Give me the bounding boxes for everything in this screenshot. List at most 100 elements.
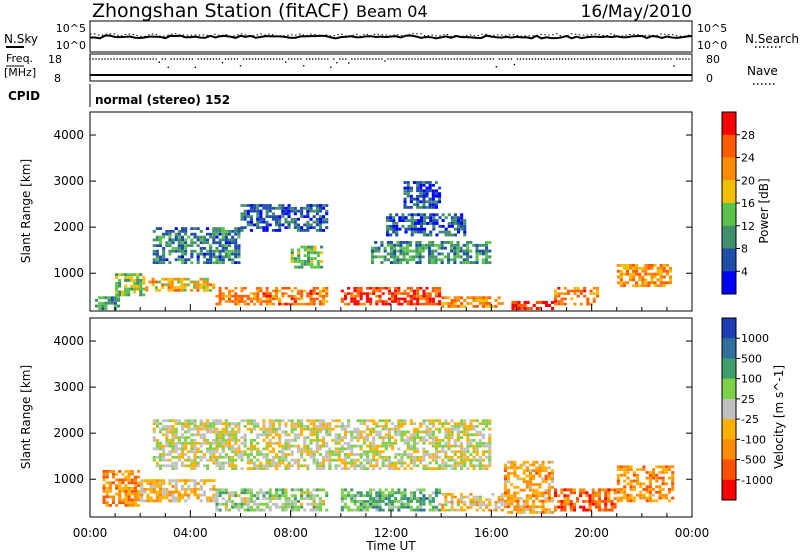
power-cell-6 <box>538 300 542 304</box>
power-cell-2 <box>158 280 162 284</box>
vel-cell-7 <box>671 496 675 500</box>
colorbar-tick-label: 20 <box>741 174 755 187</box>
vel-cell-8 <box>209 447 213 451</box>
power-cell-4 <box>344 294 348 298</box>
vel-cell-3 <box>384 494 388 498</box>
power-cell-5 <box>478 302 482 305</box>
vel-cell-0 <box>111 470 115 473</box>
vel-cell-8 <box>475 425 479 428</box>
vel-cell-8 <box>431 433 435 437</box>
vel-cell-4 <box>500 493 504 496</box>
vel-cell-8 <box>212 422 216 425</box>
power-cell-14 <box>306 226 310 229</box>
power-cell-10 <box>234 247 238 250</box>
power-cell-4 <box>359 294 363 298</box>
vel-cell-8 <box>290 422 294 425</box>
vel-cell-7 <box>632 499 636 503</box>
power-cell-3 <box>309 300 313 303</box>
power-cell-14 <box>256 206 260 210</box>
vel-cell-7 <box>648 485 652 489</box>
nave-dot <box>176 58 179 60</box>
vel-cell-8 <box>287 467 291 470</box>
power-cell-11 <box>431 261 435 264</box>
vel-cell-3 <box>387 508 391 512</box>
power-cell-2 <box>205 277 209 281</box>
power-cell-14 <box>315 220 319 224</box>
vel-cell-8 <box>434 453 438 456</box>
vel-cell-8 <box>152 422 156 425</box>
vel-cell-1 <box>149 479 153 483</box>
power-cell-3 <box>237 302 241 306</box>
power-cell-3 <box>237 297 241 301</box>
vel-cell-5 <box>525 502 529 506</box>
vel-cell-0 <box>115 492 119 496</box>
power-cell-13 <box>425 192 429 195</box>
vel-cell-8 <box>425 425 429 428</box>
power-cell-11 <box>431 252 435 256</box>
vel-cell-8 <box>318 419 322 423</box>
vel-cell-1 <box>168 490 172 494</box>
vel-cell-8 <box>372 441 376 445</box>
vel-cell-7 <box>620 496 624 500</box>
power-cell-10 <box>152 244 156 247</box>
power-cell-12 <box>410 222 414 225</box>
power-cell-10 <box>209 249 213 253</box>
vel-cell-8 <box>350 433 354 437</box>
power-cell-13 <box>416 194 420 198</box>
vel-cell-2 <box>271 494 275 498</box>
power-cell-3 <box>312 287 316 290</box>
vel-cell-8 <box>199 458 203 462</box>
vel-cell-2 <box>293 508 297 512</box>
power-cell-3 <box>322 297 326 301</box>
vel-cell-2 <box>312 494 316 498</box>
vel-cell-4 <box>475 508 479 512</box>
vel-cell-0 <box>102 475 106 479</box>
colorbar-tick-label: -25 <box>741 413 759 426</box>
power-cell-4 <box>400 297 404 301</box>
power-cell-0 <box>104 301 108 305</box>
vel-cell-8 <box>249 422 253 425</box>
power-cell-3 <box>296 292 300 295</box>
vel-cell-8 <box>340 450 344 454</box>
vel-cell-7 <box>620 499 624 503</box>
power-cell-9 <box>300 245 304 249</box>
power-cell-11 <box>472 261 476 264</box>
vel-cell-8 <box>353 430 357 434</box>
vel-cell-8 <box>466 427 470 431</box>
vel-cell-8 <box>171 425 175 428</box>
power-cell-4 <box>438 287 442 290</box>
vel-cell-2 <box>221 502 225 506</box>
vel-cell-0 <box>127 492 131 496</box>
vel-cell-8 <box>174 436 178 439</box>
velocity-panel-frame <box>89 317 693 518</box>
power-cell-8 <box>632 284 636 288</box>
vel-cell-8 <box>202 436 206 439</box>
vel-cell-4 <box>494 506 498 509</box>
vel-cell-8 <box>381 450 385 454</box>
power-cell-14 <box>249 220 253 224</box>
power-cell-13 <box>406 206 410 209</box>
power-cell-8 <box>644 284 648 288</box>
vel-cell-3 <box>387 502 391 506</box>
power-cell-4 <box>419 297 423 301</box>
power-cell-10 <box>237 244 241 247</box>
vel-cell-6 <box>585 494 589 498</box>
power-cell-8 <box>659 284 663 288</box>
vel-cell-8 <box>460 450 464 454</box>
power-cell-4 <box>409 297 413 301</box>
vel-cell-8 <box>234 453 238 456</box>
power-cell-10 <box>231 230 235 233</box>
power-cell-10 <box>155 238 159 242</box>
nave-dot <box>387 58 389 60</box>
vel-cell-4 <box>472 495 476 499</box>
power-cell-1 <box>130 276 134 279</box>
vel-cell-7 <box>652 471 656 474</box>
power-cell-13 <box>419 192 423 195</box>
power-cell-7 <box>573 287 577 290</box>
vel-cell-8 <box>278 425 282 428</box>
power-cell-9 <box>310 257 314 260</box>
vel-cell-8 <box>306 467 310 470</box>
vel-cell-8 <box>306 464 310 468</box>
vel-cell-8 <box>397 427 401 431</box>
vel-cell-8 <box>481 464 485 468</box>
